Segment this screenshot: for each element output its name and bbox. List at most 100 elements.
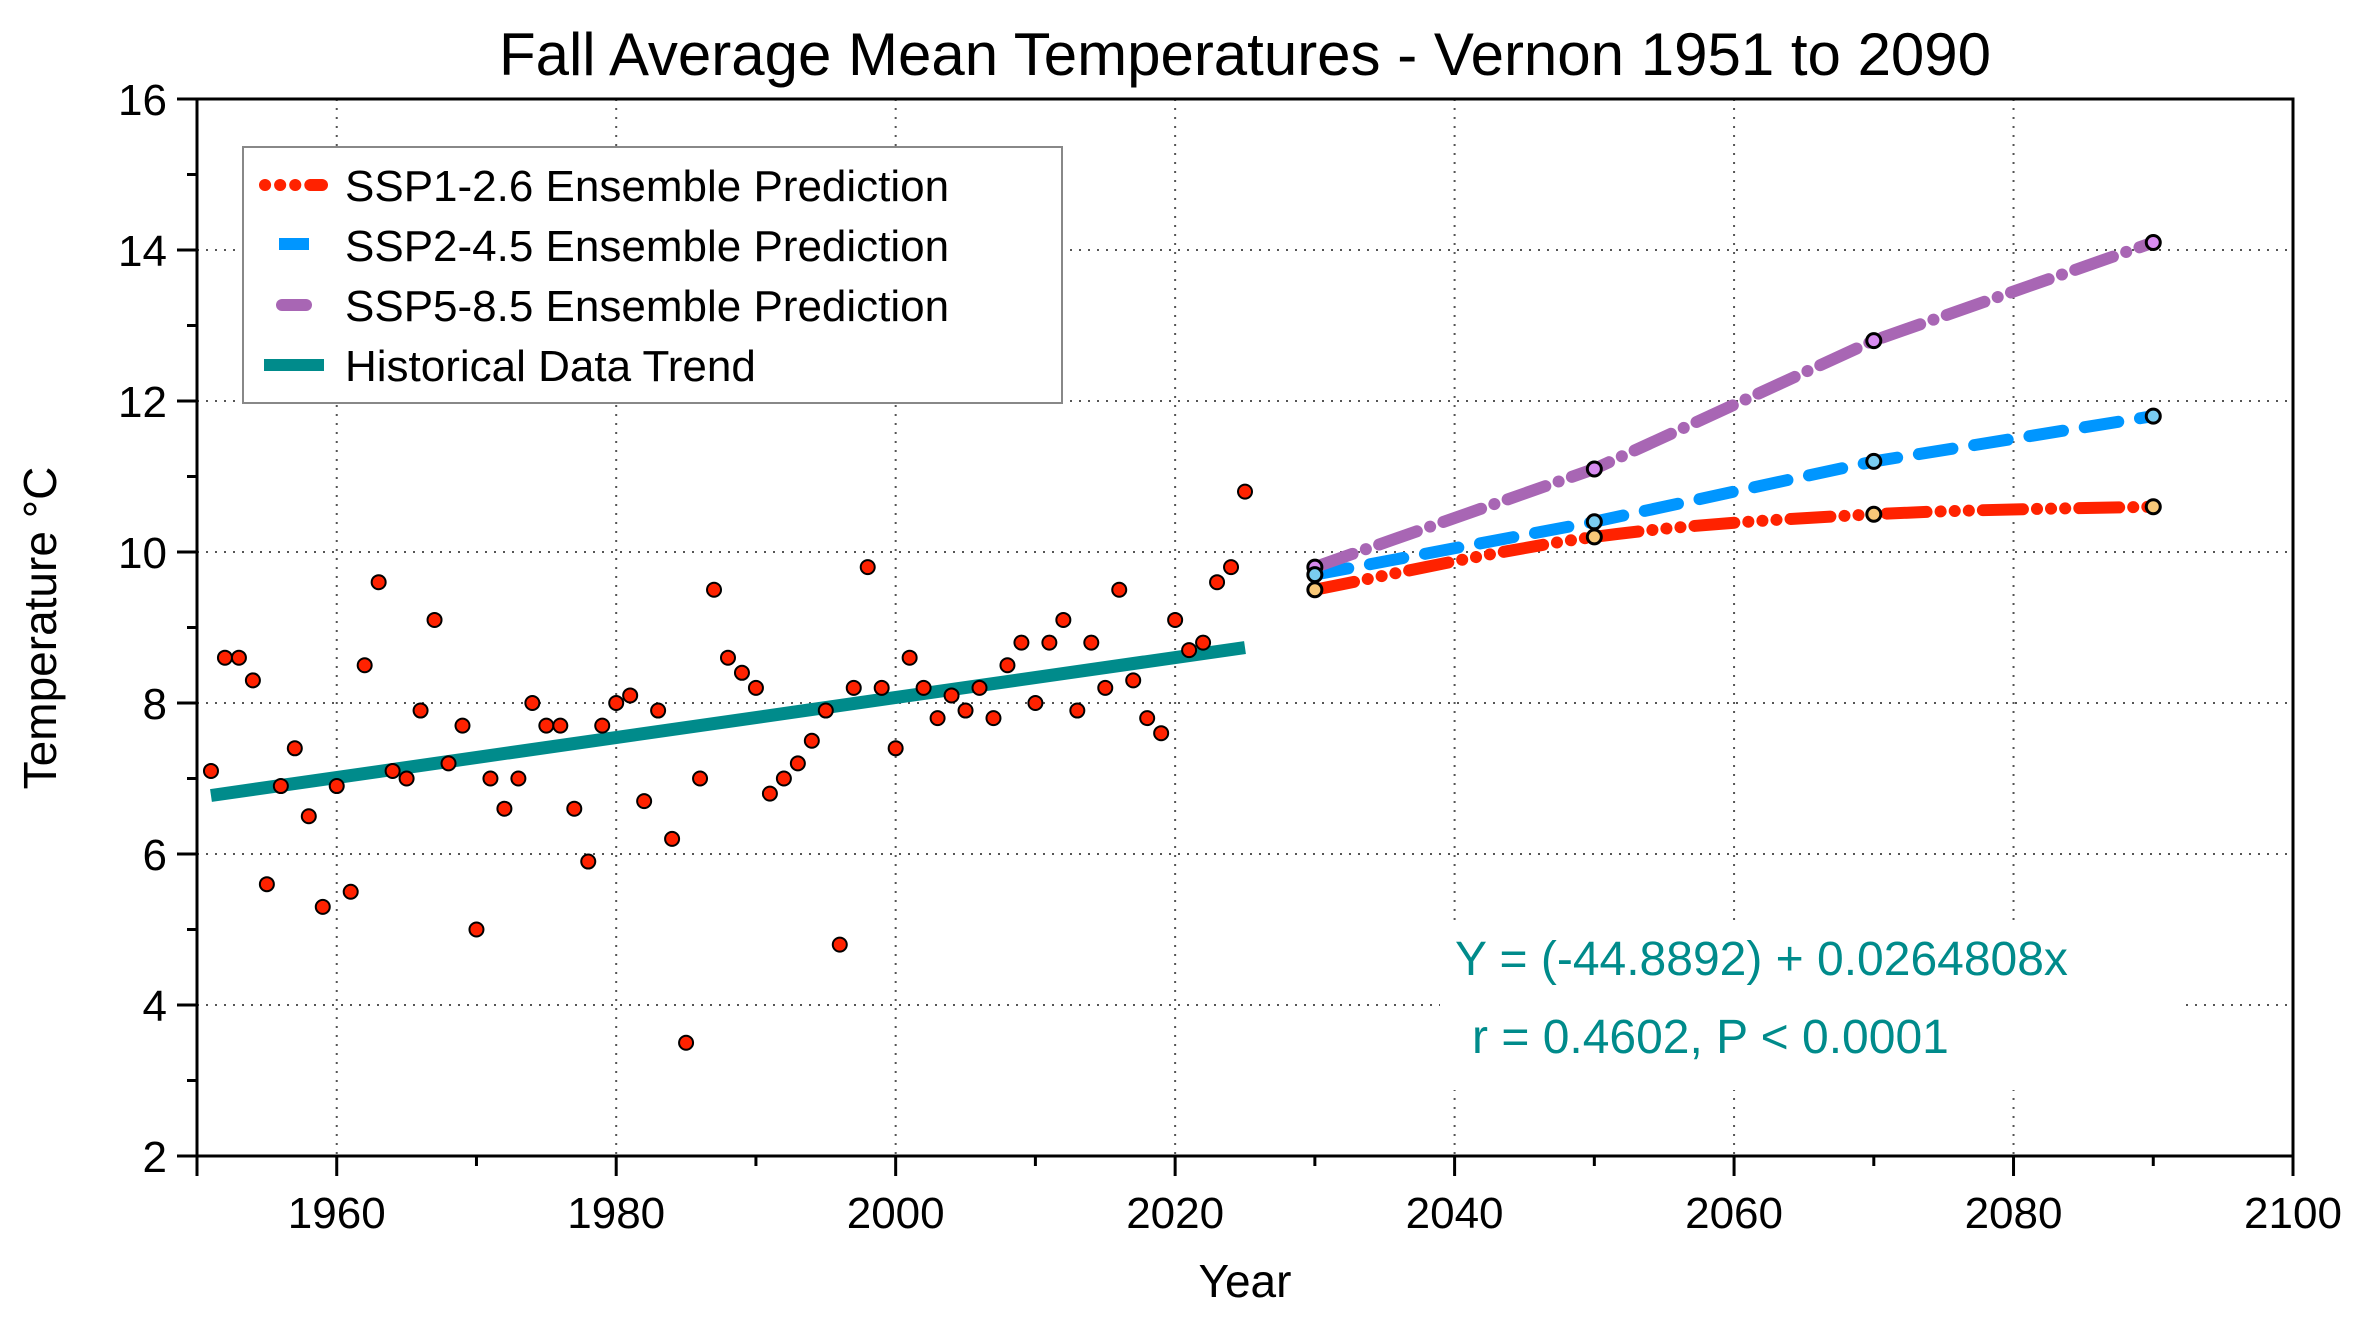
legend-label-trend: Historical Data Trend bbox=[345, 342, 756, 391]
historical-point bbox=[1209, 574, 1226, 591]
historical-point bbox=[622, 687, 639, 704]
legend-item-ssp126: SSP1-2.6 Ensemble Prediction bbox=[259, 162, 949, 211]
historical-point bbox=[342, 883, 359, 900]
legend-label-ssp126: SSP1-2.6 Ensemble Prediction bbox=[345, 162, 949, 211]
projection-line-ssp126 bbox=[1308, 500, 2160, 596]
projection-marker-ssp585 bbox=[2144, 233, 2162, 251]
historical-point bbox=[328, 778, 345, 795]
y-tick-label: 10 bbox=[118, 529, 167, 578]
historical-point bbox=[258, 876, 275, 893]
x-tick-label: 1960 bbox=[288, 1189, 386, 1238]
historical-point bbox=[1041, 634, 1058, 651]
historical-point bbox=[314, 898, 331, 915]
historical-point bbox=[678, 1034, 695, 1051]
historical-point bbox=[747, 679, 764, 696]
historical-point bbox=[859, 559, 876, 576]
historical-point bbox=[733, 664, 750, 681]
projection-marker-ssp245 bbox=[1865, 452, 1883, 470]
trend-layer bbox=[210, 641, 1246, 802]
historical-point bbox=[873, 679, 890, 696]
historical-point bbox=[244, 672, 261, 689]
historical-point bbox=[943, 687, 960, 704]
historical-point bbox=[496, 800, 513, 817]
historical-point bbox=[999, 657, 1016, 674]
legend-item-ssp245: SSP2-4.5 Ensemble Prediction bbox=[279, 222, 949, 271]
historical-point bbox=[370, 574, 387, 591]
historical-point bbox=[1237, 483, 1253, 500]
projection-marker-ssp126 bbox=[1865, 505, 1883, 523]
historical-point bbox=[1167, 611, 1184, 628]
historical-point bbox=[915, 679, 932, 696]
historical-point bbox=[775, 770, 792, 787]
historical-point bbox=[719, 649, 736, 666]
historical-point bbox=[1055, 611, 1072, 628]
y-axis-label: Temperature °C bbox=[14, 467, 66, 790]
historical-point bbox=[831, 936, 848, 953]
historical-point bbox=[1139, 710, 1156, 727]
historical-point bbox=[566, 800, 583, 817]
y-tick-label: 8 bbox=[143, 680, 167, 729]
regression-equation: Y = (-44.8892) + 0.0264808x bbox=[1455, 933, 2068, 986]
legend-label-ssp585: SSP5-8.5 Ensemble Prediction bbox=[345, 282, 949, 331]
historical-point bbox=[817, 702, 834, 719]
projection-marker-ssp245 bbox=[1306, 566, 1324, 584]
historical-point bbox=[1181, 642, 1198, 659]
projection-marker-ssp126 bbox=[1306, 581, 1324, 599]
historical-point bbox=[1111, 581, 1128, 598]
historical-point bbox=[929, 710, 946, 727]
historical-point bbox=[1027, 695, 1044, 711]
historical-point bbox=[356, 657, 373, 674]
annotation-background bbox=[1440, 920, 2180, 1090]
historical-point bbox=[1069, 702, 1086, 719]
regression-annotation: Y = (-44.8892) + 0.0264808x r = 0.4602, … bbox=[1440, 920, 2180, 1090]
historical-point bbox=[1097, 679, 1114, 696]
x-tick-label: 1980 bbox=[567, 1189, 665, 1238]
y-tick-label: 4 bbox=[143, 982, 167, 1031]
y-tick-label: 6 bbox=[143, 831, 167, 880]
historical-point bbox=[650, 702, 667, 719]
projection-line-ssp245 bbox=[1308, 410, 2160, 581]
regression-stats: r = 0.4602, P < 0.0001 bbox=[1472, 1011, 1949, 1064]
historical-point bbox=[384, 762, 401, 779]
x-axis-label: Year bbox=[1199, 1255, 1292, 1307]
historical-point bbox=[985, 710, 1002, 727]
historical-point bbox=[789, 755, 806, 772]
historical-point bbox=[1153, 725, 1170, 742]
historical-point bbox=[230, 649, 247, 666]
projection-marker-ssp245 bbox=[2144, 407, 2162, 425]
x-tick-label: 2100 bbox=[2244, 1189, 2342, 1238]
historical-point bbox=[706, 581, 723, 598]
legend-item-ssp585: SSP5-8.5 Ensemble Prediction bbox=[276, 282, 949, 331]
historical-point bbox=[202, 762, 219, 779]
historical-point bbox=[300, 808, 317, 825]
projection-line-ssp585 bbox=[1308, 236, 2160, 574]
historical-point bbox=[845, 679, 862, 696]
chart-title: Fall Average Mean Temperatures - Vernon … bbox=[499, 21, 1991, 88]
historical-point bbox=[580, 853, 597, 870]
y-tick-label: 16 bbox=[118, 76, 167, 125]
historical-point bbox=[1083, 634, 1100, 651]
historical-point bbox=[957, 702, 974, 719]
x-tick-label: 2020 bbox=[1126, 1189, 1224, 1238]
historical-point bbox=[761, 785, 778, 802]
historical-point bbox=[216, 649, 233, 666]
historical-point bbox=[440, 755, 457, 772]
historical-point bbox=[594, 717, 611, 734]
x-tick-labels: 1960 1980 2000 2020 2040 2060 2080 2100 bbox=[288, 1189, 2342, 1238]
historical-point bbox=[1125, 672, 1142, 689]
historical-point bbox=[286, 740, 303, 757]
axis-ticks bbox=[177, 97, 2295, 1176]
projection-marker-ssp126 bbox=[2144, 498, 2162, 516]
historical-point bbox=[482, 770, 499, 787]
y-tick-label: 2 bbox=[143, 1133, 167, 1182]
historical-point bbox=[552, 717, 569, 734]
historical-point bbox=[412, 702, 429, 719]
legend-box bbox=[242, 146, 1063, 404]
x-tick-label: 2040 bbox=[1406, 1189, 1504, 1238]
historical-point bbox=[524, 695, 541, 711]
historical-point bbox=[608, 695, 625, 711]
legend-item-trend: Historical Data Trend bbox=[264, 342, 756, 391]
historical-point bbox=[454, 717, 471, 734]
x-tick-label: 2080 bbox=[1965, 1189, 2063, 1238]
